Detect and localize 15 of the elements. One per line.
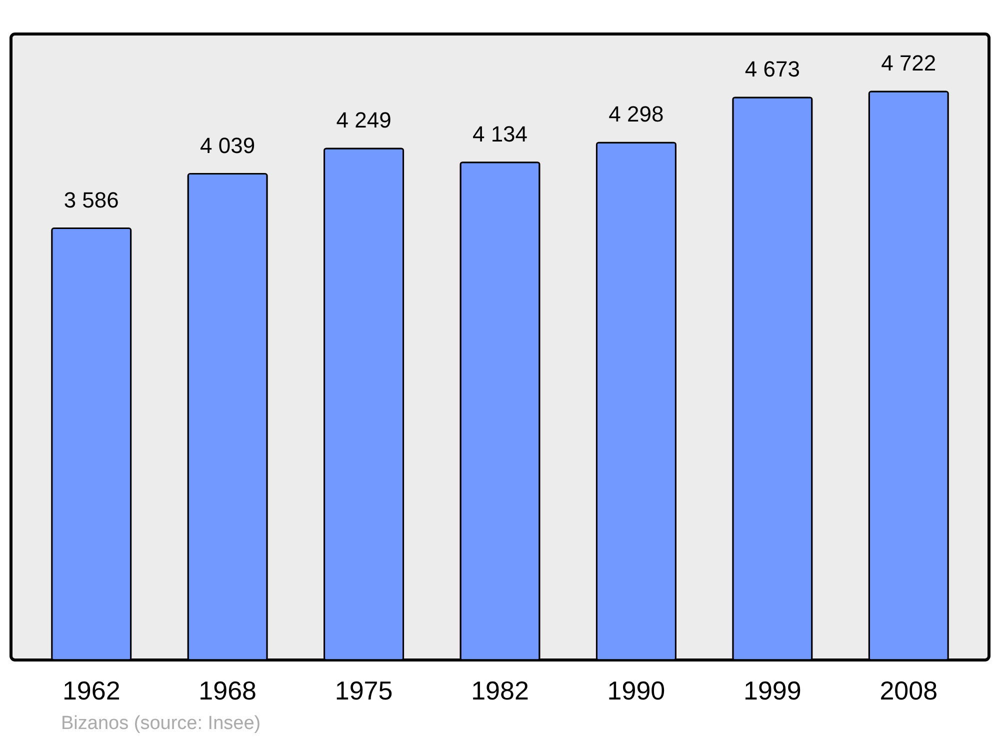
x-tick-label: 1990	[607, 676, 666, 706]
data-label: 4 134	[472, 121, 528, 146]
x-tick-label: 1982	[471, 676, 529, 706]
x-tick-label: 2008	[880, 676, 938, 706]
x-tick-label: 1999	[744, 676, 802, 706]
data-label: 4 249	[336, 107, 392, 132]
data-label: 4 298	[608, 102, 664, 127]
x-tick-label: 1968	[198, 676, 256, 706]
data-label: 4 039	[200, 132, 256, 158]
x-tick-label: 1975	[334, 676, 393, 706]
data-label: 3 586	[64, 187, 119, 212]
text: Bizanos (source: Insee)	[61, 713, 261, 734]
data-label: 4 722	[881, 50, 936, 76]
data-label: 4 673	[744, 56, 800, 82]
x-tick-label: 1962	[62, 676, 120, 706]
